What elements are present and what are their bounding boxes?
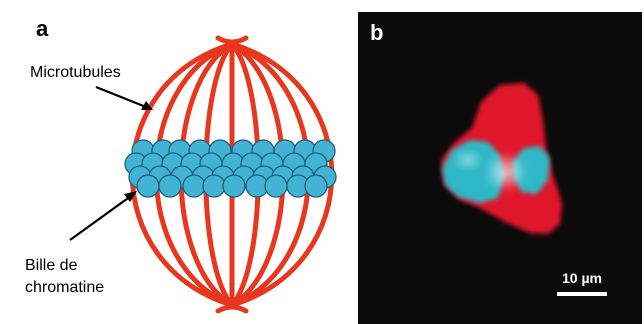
panel-b-letter: b	[370, 20, 383, 45]
scale-bar: 10 µm	[557, 270, 607, 296]
microtubules-arrow	[95, 85, 153, 110]
chromatin-label-line1: Bille de	[25, 257, 78, 274]
chromatin-arrow	[69, 191, 137, 241]
chromatin-bead	[304, 174, 328, 198]
chromatin-bead	[136, 174, 160, 198]
scale-bar-label: 10 µm	[562, 270, 602, 286]
chromatin-label-line2: chromatine	[25, 279, 104, 296]
microtubules-label: Microtubules	[30, 64, 121, 81]
chromatin-bead	[264, 174, 288, 198]
panel-a-letter: a	[36, 16, 49, 41]
spindle-pole	[215, 304, 249, 314]
chromatin-bead	[182, 174, 206, 198]
scale-bar-line	[557, 292, 607, 296]
spindle-pole	[215, 35, 249, 45]
panel-a: a Microtubules Bille de chromatine	[25, 16, 337, 314]
chromatin-beads	[124, 139, 337, 198]
chromatin-bead	[222, 174, 246, 198]
micrograph-overlap-glow-left	[452, 148, 484, 172]
panel-b: b 10 µm	[358, 12, 642, 324]
micrograph-overlap-glow	[484, 152, 528, 192]
chromatin-bead	[158, 174, 182, 198]
chromatin-bead	[202, 174, 226, 198]
